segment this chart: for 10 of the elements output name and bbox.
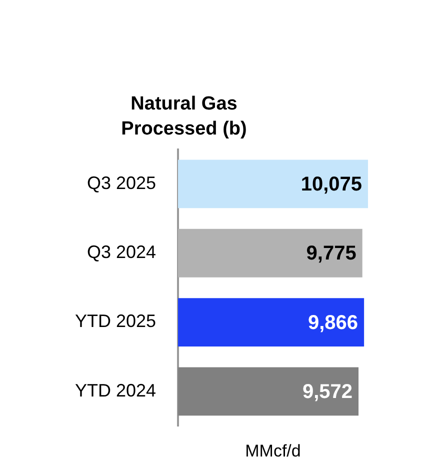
x-axis-title: MMcf/d <box>245 441 301 460</box>
data-label: 9,775 <box>306 242 356 265</box>
data-label: 10,075 <box>300 173 362 196</box>
y-tick-label: YTD 2024 <box>74 380 156 400</box>
y-tick-label: Q3 2024 <box>86 242 156 262</box>
chart-title: Natural Gas Processed (b) <box>121 94 247 140</box>
y-tick-label: YTD 2025 <box>74 311 156 332</box>
data-label: 9,572 <box>302 380 353 403</box>
data-label: 9,866 <box>308 312 358 334</box>
y-tick-label: Q3 2025 <box>86 172 156 193</box>
